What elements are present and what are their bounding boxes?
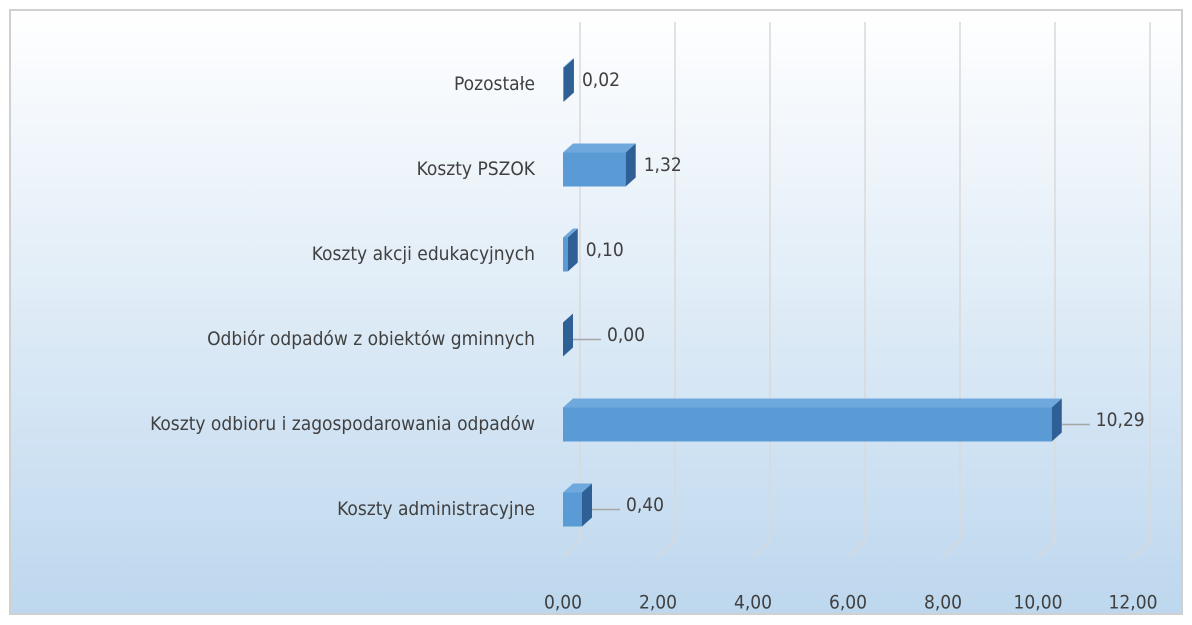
y-tick-label: Koszty odbioru i zagospodarowania odpadó… <box>150 413 535 435</box>
grid-line <box>942 22 961 559</box>
bar-side <box>563 313 573 357</box>
bar-top <box>563 398 1062 408</box>
x-tick-label: 8,00 <box>924 592 962 614</box>
x-tick-label: 0,00 <box>544 592 582 614</box>
grid-line <box>847 22 866 559</box>
bar-top <box>563 58 574 68</box>
x-tick-label: 2,00 <box>639 592 677 614</box>
bar <box>563 58 574 102</box>
grid-line <box>657 22 676 559</box>
bar-top <box>563 143 636 153</box>
x-tick-label: 6,00 <box>829 592 867 614</box>
bar-front <box>563 67 564 102</box>
data-label: 0,40 <box>626 494 664 516</box>
data-label: 0,02 <box>582 69 620 91</box>
grid-line <box>562 22 581 559</box>
bar-side <box>1051 398 1062 442</box>
y-tick-label: Koszty PSZOK <box>417 158 536 180</box>
bars <box>563 58 1090 527</box>
y-tick-label: Pozostałe <box>454 73 535 95</box>
y-tick-label: Koszty administracyjne <box>337 498 535 520</box>
bar <box>563 398 1090 442</box>
grid-line <box>752 22 771 559</box>
y-tick-label: Odbiór odpadów z obiektów gminnych <box>207 328 535 350</box>
data-label: 0,00 <box>607 324 645 346</box>
bar-top <box>563 483 592 493</box>
bar <box>563 483 620 527</box>
x-tick-label: 10,00 <box>1014 592 1063 614</box>
bar-front <box>563 152 626 187</box>
data-label: 0,10 <box>586 239 624 261</box>
bar-side <box>625 143 636 187</box>
y-tick-label: Koszty akcji edukacyjnych <box>312 243 535 265</box>
bar-side <box>567 228 578 272</box>
bar <box>563 228 578 272</box>
data-label: 10,29 <box>1096 409 1145 431</box>
bar <box>563 313 601 357</box>
bar-side <box>563 58 574 102</box>
bar-front <box>563 237 568 272</box>
grid-line <box>1132 22 1151 559</box>
chart-area <box>9 9 1183 615</box>
grid-line <box>1037 22 1056 559</box>
x-tick-label: 4,00 <box>734 592 772 614</box>
data-label: 1,32 <box>644 154 682 176</box>
x-tick-label: 12,00 <box>1109 592 1158 614</box>
grid <box>562 22 1151 559</box>
bar-top <box>563 228 578 238</box>
bar-side <box>582 483 592 527</box>
bar <box>563 143 636 187</box>
bar-front <box>563 492 582 527</box>
bar-front <box>563 407 1052 442</box>
